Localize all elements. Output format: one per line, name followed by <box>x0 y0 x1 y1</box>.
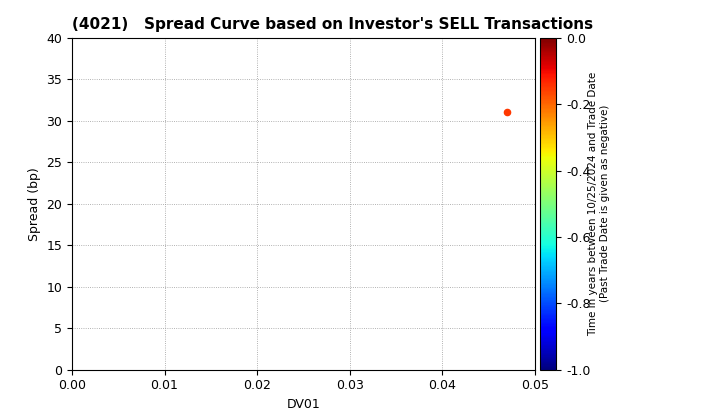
Y-axis label: Spread (bp): Spread (bp) <box>28 167 41 241</box>
X-axis label: DV01: DV01 <box>287 398 320 411</box>
Point <box>501 109 513 116</box>
Text: (4021)   Spread Curve based on Investor's SELL Transactions: (4021) Spread Curve based on Investor's … <box>72 18 593 32</box>
Y-axis label: Time in years between 10/25/2024 and Trade Date
(Past Trade Date is given as neg: Time in years between 10/25/2024 and Tra… <box>588 71 610 336</box>
